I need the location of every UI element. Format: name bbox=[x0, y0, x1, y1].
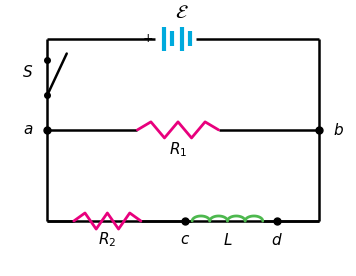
Text: $d$: $d$ bbox=[271, 232, 283, 248]
Text: $R_2$: $R_2$ bbox=[98, 230, 116, 249]
Text: $+$: $+$ bbox=[142, 32, 153, 45]
Text: $R_1$: $R_1$ bbox=[169, 141, 187, 159]
Text: $b$: $b$ bbox=[333, 122, 344, 138]
Text: $L$: $L$ bbox=[222, 232, 232, 248]
Text: $c$: $c$ bbox=[180, 232, 190, 247]
Text: $S$: $S$ bbox=[22, 64, 33, 80]
Text: $\mathcal{E}$: $\mathcal{E}$ bbox=[175, 2, 188, 22]
Text: $a$: $a$ bbox=[23, 122, 33, 137]
